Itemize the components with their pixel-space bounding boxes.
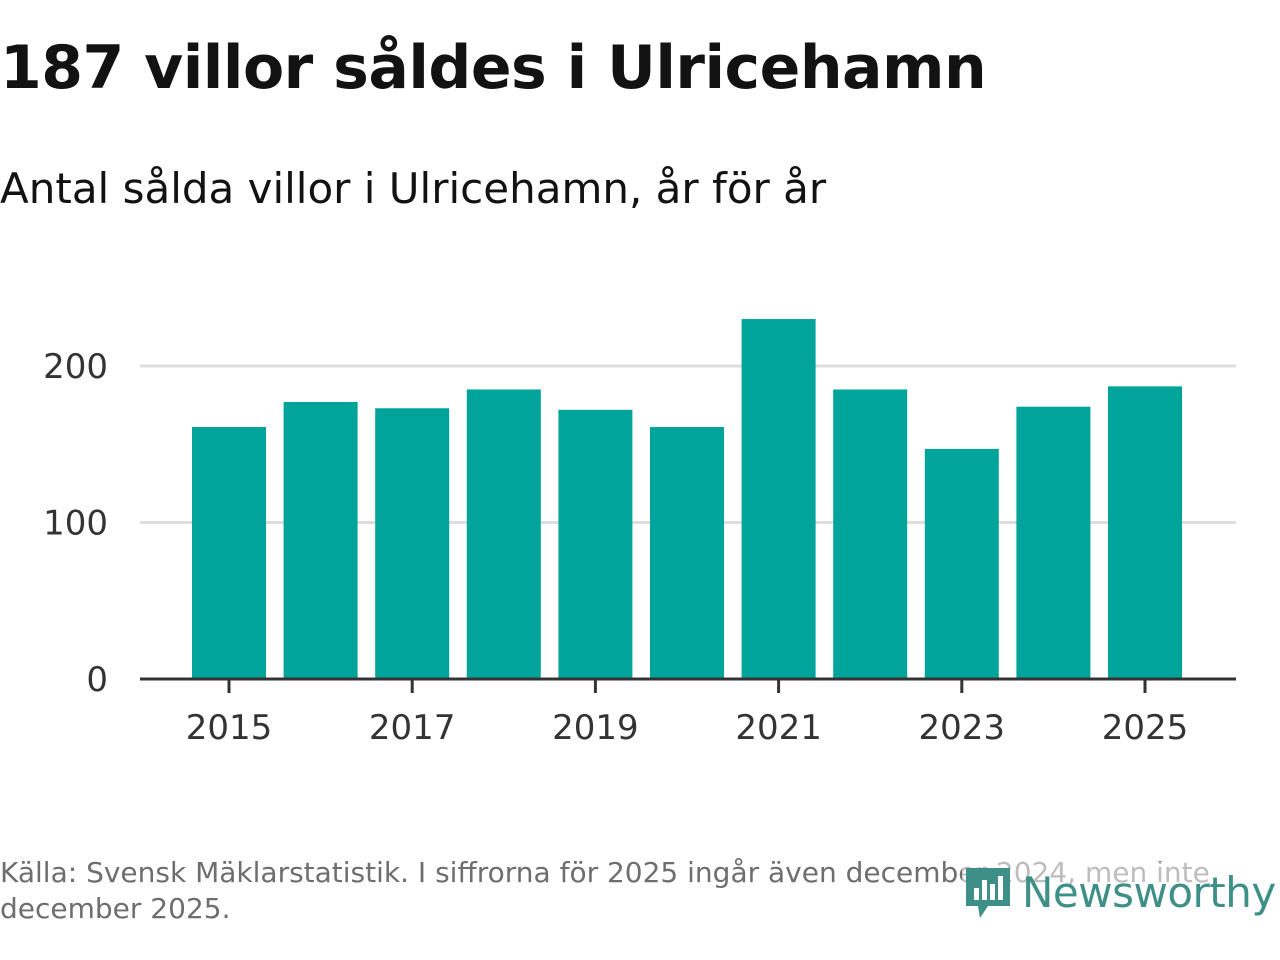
bar-2022	[833, 389, 908, 679]
x-tick-label-2021: 2021	[735, 708, 822, 748]
chart-subtitle: Antal sålda villor i Ulricehamn, år för …	[0, 164, 827, 213]
newsworthy-logo: Newsworthy	[962, 862, 1280, 924]
bar-2019	[558, 409, 633, 679]
bars	[192, 319, 1182, 679]
bar-chart: 0 100 200 2015 2017 2019 2021 2023 2025	[43, 319, 1236, 748]
x-tick-label-2023: 2023	[919, 708, 1006, 748]
bar-2024	[1016, 406, 1091, 679]
x-tick-label-2019: 2019	[552, 708, 639, 748]
chart-title: 187 villor såldes i Ulricehamn	[0, 33, 987, 103]
newsworthy-logo-icon	[966, 868, 1010, 918]
bar-2020	[650, 427, 724, 679]
bar-2017	[375, 408, 450, 679]
bar-2016	[283, 401, 358, 679]
y-tick-label-0: 0	[86, 660, 108, 700]
y-tick-label-200: 200	[43, 347, 108, 387]
x-tick-label-2025: 2025	[1102, 708, 1189, 748]
bar-2015	[192, 427, 266, 679]
y-tick-label-100: 100	[43, 504, 108, 544]
bar-2021	[741, 319, 816, 679]
bar-2025	[1108, 386, 1182, 679]
x-tick-label-2015: 2015	[186, 708, 273, 748]
bar-2023	[924, 448, 999, 679]
axes: 0 100 200 2015 2017 2019 2021 2023 2025	[43, 347, 1236, 748]
x-tick-label-2017: 2017	[369, 708, 456, 748]
bar-2018	[466, 389, 541, 679]
logo-text: Newsworthy	[1022, 868, 1276, 917]
